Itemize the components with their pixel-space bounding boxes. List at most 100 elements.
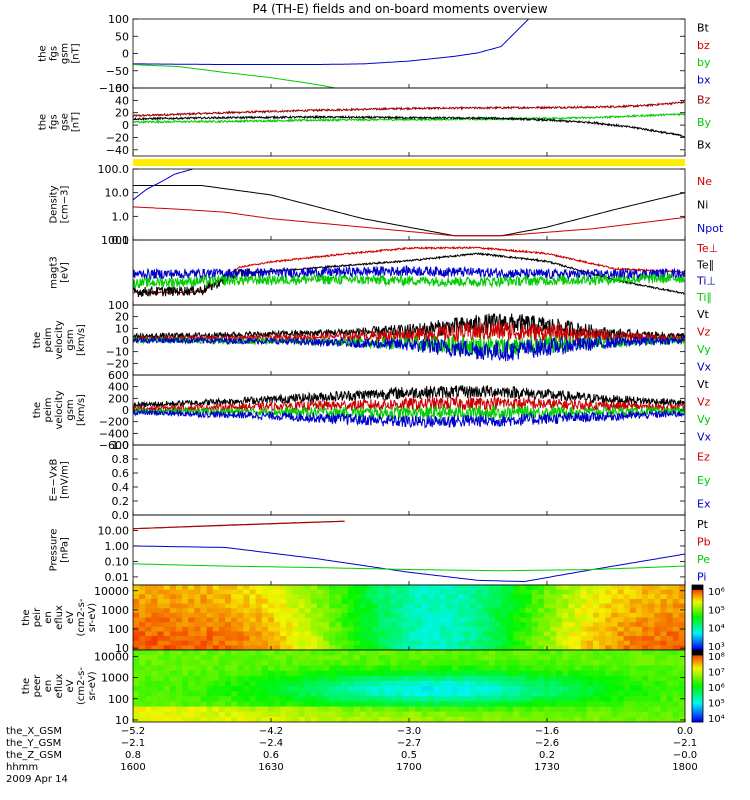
spectrogram-cell: [157, 701, 165, 708]
spectrogram-cell: [543, 612, 551, 619]
spectrogram-cell: [139, 617, 146, 623]
spectrogram-cell: [672, 711, 680, 718]
spectrogram-cell: [231, 655, 238, 661]
spectrogram-cell: [531, 686, 539, 692]
spectrogram-cell: [298, 696, 306, 703]
spectrogram-cell: [212, 585, 220, 591]
spectrogram-cell: [556, 626, 563, 633]
spectrogram-cell: [433, 617, 441, 623]
spectrogram-cell: [629, 660, 637, 667]
spectrogram-cell: [200, 711, 208, 718]
spectrogram-cell: [206, 660, 214, 667]
spectrogram-cell: [519, 631, 527, 637]
spectrogram-cell: [335, 594, 343, 600]
spectrogram-cell: [543, 686, 551, 692]
spectrogram-cell: [537, 660, 545, 667]
spectrogram-cell: [396, 665, 404, 672]
spectrogram-cell: [280, 631, 287, 637]
spectrogram-cell: [341, 608, 349, 614]
spectrogram-cell: [304, 670, 312, 677]
spectrogram-cell: [482, 701, 490, 708]
legend-Ni: Ni: [697, 199, 708, 212]
spectrogram-cell: [635, 660, 643, 667]
spectrogram-cell: [292, 645, 300, 650]
spectrogram-cell: [133, 665, 140, 672]
spectrogram-cell: [611, 594, 619, 600]
spectrogram-cell: [458, 631, 465, 637]
spectrogram-cell: [451, 626, 459, 633]
spectrogram-cell: [267, 622, 275, 628]
spectrogram-cell: [580, 608, 588, 614]
spectrogram-cell: [249, 716, 257, 722]
spectrogram-cell: [157, 612, 165, 619]
spectrogram-cell: [261, 631, 269, 637]
spectrogram-cell: [562, 680, 570, 687]
spectrogram-cell: [255, 589, 263, 595]
spectrogram-cell: [476, 589, 484, 595]
spectrogram-cell: [507, 617, 514, 623]
spectrogram-cell: [660, 686, 668, 692]
colorbar-label: 10⁵: [708, 699, 725, 710]
spectrogram-cell: [304, 645, 312, 650]
spectrogram-cell: [488, 612, 496, 619]
spectrogram-cell: [347, 665, 355, 672]
spectrogram-cell: [286, 686, 294, 692]
spectrogram-cell: [366, 691, 373, 697]
spectrogram-cell: [286, 617, 294, 623]
spectrogram-cell: [292, 626, 300, 633]
spectrogram-cell: [212, 617, 220, 623]
spectrogram-cell: [476, 594, 484, 600]
spectrogram-cell: [531, 608, 539, 614]
spectrogram-cell: [605, 631, 612, 637]
spectrogram-cell: [304, 585, 312, 591]
spectrogram-cell: [206, 617, 214, 623]
spectrogram-cell: [519, 680, 527, 687]
spectrogram-cell: [562, 636, 570, 642]
spectrogram-cell: [599, 640, 606, 646]
spectrogram-cell: [574, 691, 582, 697]
spectrogram-cell: [439, 603, 447, 609]
spectrogram-cell: [654, 589, 662, 595]
spectrogram-cell: [642, 686, 649, 692]
spectrogram-cell: [439, 626, 447, 633]
spectrogram-cell: [543, 706, 551, 713]
legend-By: By: [697, 116, 712, 129]
spectrogram-cell: [599, 636, 606, 642]
spectrogram-cell: [372, 589, 379, 595]
spectrogram-cell: [574, 622, 582, 628]
spectrogram-cell: [464, 603, 471, 609]
spectrogram-cell: [267, 675, 275, 682]
spectrogram-cell: [231, 640, 238, 646]
spectrogram-cell: [169, 716, 177, 722]
spectrogram-cell: [476, 670, 484, 677]
spectrogram-cell: [660, 655, 668, 661]
spectrogram-cell: [372, 594, 379, 600]
spectrogram-cell: [218, 696, 226, 703]
spectrogram-cell: [642, 691, 649, 697]
y-tick-label: 1000: [101, 234, 129, 247]
spectrogram-cell: [672, 598, 680, 605]
spectrogram-cell: [378, 711, 386, 718]
spectrogram-cell: [666, 650, 674, 656]
spectrogram-cell: [249, 655, 257, 661]
spectrogram-cell: [225, 696, 232, 703]
spectrogram-cell: [163, 686, 171, 692]
spectrogram-cell: [157, 665, 165, 672]
spectrogram-cell: [494, 665, 502, 672]
spectrogram-cell: [396, 631, 404, 637]
x-row-label: the_Z_GSM: [6, 750, 62, 761]
spectrogram-cell: [617, 675, 625, 682]
spectrogram-cell: [470, 636, 478, 642]
spectrogram-cell: [341, 631, 349, 637]
spectrogram-cell: [605, 655, 612, 661]
x-column-value: −2.6: [535, 738, 559, 749]
spectrogram-cell: [353, 640, 361, 646]
spectrogram-cell: [507, 636, 514, 642]
spectrogram-cell: [470, 696, 478, 703]
spectrogram-cell: [335, 603, 343, 609]
spectrogram-cell: [323, 626, 330, 633]
spectrogram-cell: [200, 660, 208, 667]
spectrogram-cell: [445, 711, 453, 718]
spectrogram-cell: [341, 716, 349, 722]
